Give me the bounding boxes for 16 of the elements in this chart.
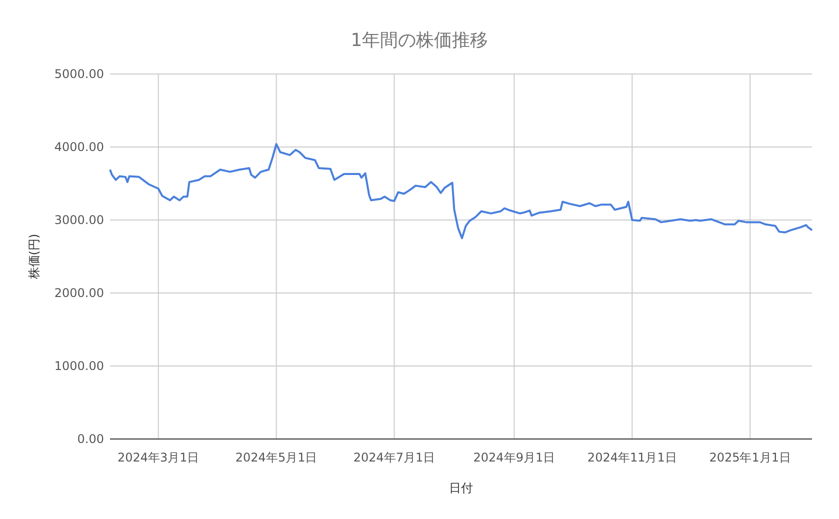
x-tick-label: 2024年3月1日 — [117, 450, 200, 465]
x-axis-title: 日付 — [449, 481, 473, 495]
y-tick-label: 5000.00 — [54, 66, 104, 81]
y-tick-label: 0.00 — [77, 432, 104, 446]
y-axis-title: 株価(円) — [27, 234, 41, 280]
x-tick-label: 2024年9月1日 — [473, 450, 556, 465]
x-tick-label: 2024年5月1日 — [235, 450, 318, 465]
y-tick-label: 2000.00 — [54, 286, 104, 300]
x-tick-label: 2025年1月1日 — [709, 450, 792, 465]
y-tick-label: 3000.00 — [54, 212, 104, 227]
line-series — [109, 143, 813, 240]
x-tick-label: 2024年7月1日 — [353, 450, 436, 465]
x-tick-label: 2024年11月1日 — [587, 450, 677, 465]
y-tick-label: 4000.00 — [54, 140, 104, 154]
y-tick-label: 1000.00 — [54, 358, 104, 373]
chart-title: 1年間の株価推移 — [350, 30, 488, 51]
